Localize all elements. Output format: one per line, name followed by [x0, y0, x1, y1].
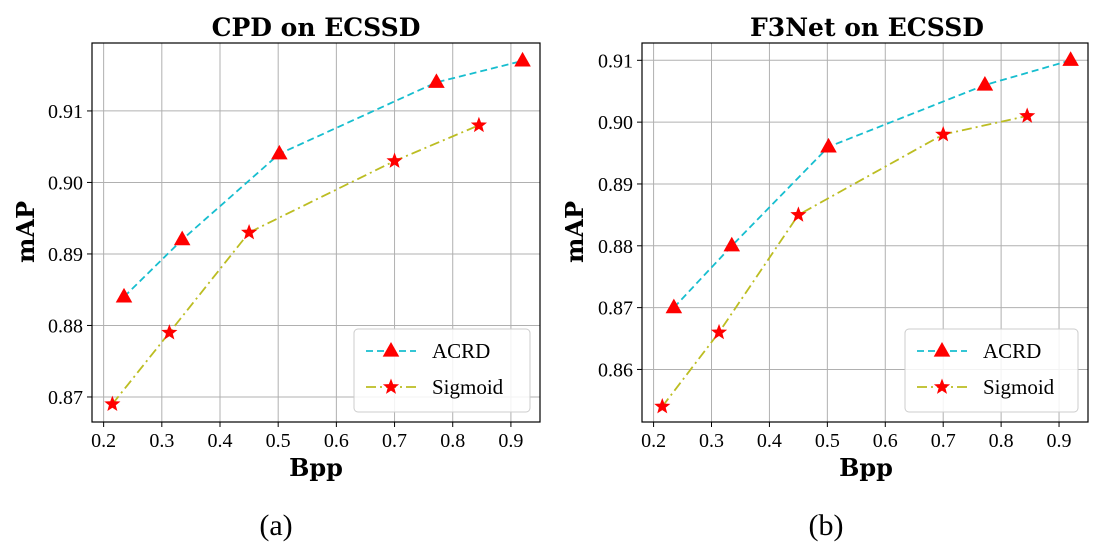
data-point-triangle	[820, 137, 837, 153]
data-point-triangle	[428, 73, 445, 88]
y-tick-label: 0.91	[598, 50, 633, 72]
legend-marker-triangle	[382, 342, 400, 357]
chart-title: F3Net on ECSSD	[750, 13, 984, 42]
x-tick-label: 0.5	[266, 430, 291, 452]
y-axis-label: mAP	[11, 201, 40, 263]
data-point-triangle	[723, 236, 741, 252]
data-point-triangle	[514, 51, 531, 67]
legend-box	[353, 328, 531, 413]
x-tick-label: 0.5	[815, 430, 840, 452]
x-tick-label: 0.6	[324, 430, 349, 452]
caption: (b)	[809, 509, 844, 542]
data-point-star	[935, 126, 952, 142]
x-tick-label: 0.4	[208, 430, 233, 452]
series-layer	[104, 51, 531, 411]
y-axis-label: mAP	[560, 201, 589, 263]
legend: ACRD Sigmoid	[904, 328, 1079, 413]
x-tick-label: 0.8	[440, 430, 465, 452]
data-point-triangle	[665, 298, 683, 314]
data-point-triangle	[976, 76, 994, 91]
x-tick-label: 0.2	[641, 430, 666, 452]
data-point-triangle	[1062, 51, 1079, 66]
data-point-star	[710, 323, 728, 340]
legend-marker-star	[933, 378, 951, 394]
caption: (a)	[259, 509, 292, 542]
legend: ACRD Sigmoid	[353, 328, 531, 413]
x-tick-label: 0.7	[931, 430, 956, 452]
x-tick-label: 0.9	[1047, 430, 1072, 452]
y-tick-label: 0.87	[598, 298, 633, 320]
x-axis-label: Bpp	[839, 453, 893, 482]
x-tick-label: 0.4	[757, 430, 782, 452]
y-tick-label: 0.91	[48, 101, 83, 123]
legend-marker-triangle	[933, 342, 951, 357]
y-tick-label: 0.90	[598, 112, 633, 134]
y-tick-label: 0.88	[598, 236, 633, 258]
data-point-star	[470, 116, 487, 133]
chart-title: CPD on ECSSD	[212, 13, 421, 42]
x-tick-label: 0.9	[498, 430, 523, 452]
x-tick-label: 0.3	[699, 430, 724, 452]
legend-label: ACRD	[983, 339, 1041, 363]
series-layer	[654, 51, 1079, 414]
chart-a: CPD on ECSSD 0.2 0.3 0.4 0.5 0.6 0.7 0.8 0.9 0.8…	[11, 13, 541, 542]
data-point-star	[654, 398, 671, 414]
data-point-triangle	[173, 230, 191, 246]
data-point-star	[1019, 107, 1036, 123]
x-axis-label: Bpp	[289, 453, 343, 482]
tick-labels: 0.2 0.3 0.4 0.5 0.6 0.7 0.8 0.9 0.86 0.87 0.88 0.89…	[598, 50, 1072, 452]
x-tick-label: 0.7	[382, 430, 407, 452]
data-point-star	[161, 324, 178, 340]
y-tick-label: 0.89	[48, 244, 83, 266]
y-tick-label: 0.88	[48, 315, 83, 337]
tick-labels: 0.2 0.3 0.4 0.5 0.6 0.7 0.8 0.9 0.87 0.88 0.89 0.90…	[48, 101, 523, 452]
data-point-triangle	[271, 144, 288, 160]
chart-b: F3Net on ECSSD 0.2 0.3 0.4 0.5 0.6 0.7 0.8 0.90…	[560, 13, 1089, 542]
data-point-triangle	[115, 287, 133, 303]
legend-marker-star	[382, 378, 400, 394]
y-tick-label: 0.87	[48, 387, 83, 409]
legend-label: ACRD	[432, 339, 490, 363]
plot-frame	[641, 42, 1089, 423]
x-tick-label: 0.6	[873, 430, 898, 452]
data-point-star	[790, 206, 807, 222]
data-point-star	[241, 224, 258, 240]
y-tick-label: 0.89	[598, 174, 633, 196]
legend-label: Sigmoid	[432, 375, 504, 399]
y-tick-label: 0.90	[48, 172, 83, 194]
plot-frame	[91, 42, 541, 423]
legend-label: Sigmoid	[983, 375, 1055, 399]
legend-box	[904, 328, 1079, 413]
data-point-star	[104, 395, 121, 411]
grid	[92, 43, 540, 422]
x-tick-label: 0.8	[989, 430, 1014, 452]
y-tick-label: 0.86	[598, 359, 633, 381]
x-tick-label: 0.3	[149, 430, 174, 452]
x-tick-label: 0.2	[91, 430, 116, 452]
data-point-star	[386, 152, 403, 168]
series-line-sigmoid	[111, 124, 480, 405]
